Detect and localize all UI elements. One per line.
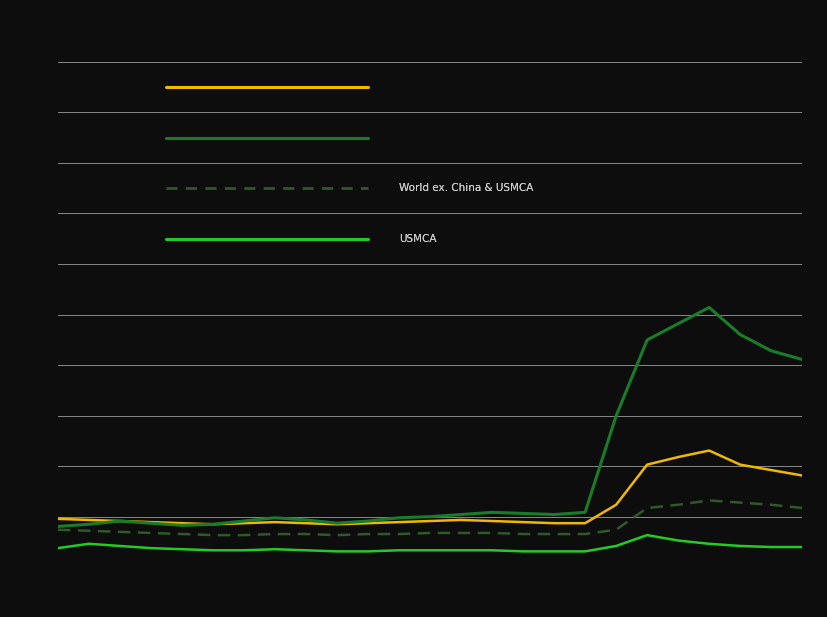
Text: World ex. China & USMCA: World ex. China & USMCA <box>399 183 533 193</box>
Text: USMCA: USMCA <box>399 234 437 244</box>
Text: World ex. China & USMCA: World ex. China & USMCA <box>399 183 533 193</box>
Text: USMCA: USMCA <box>399 234 437 244</box>
